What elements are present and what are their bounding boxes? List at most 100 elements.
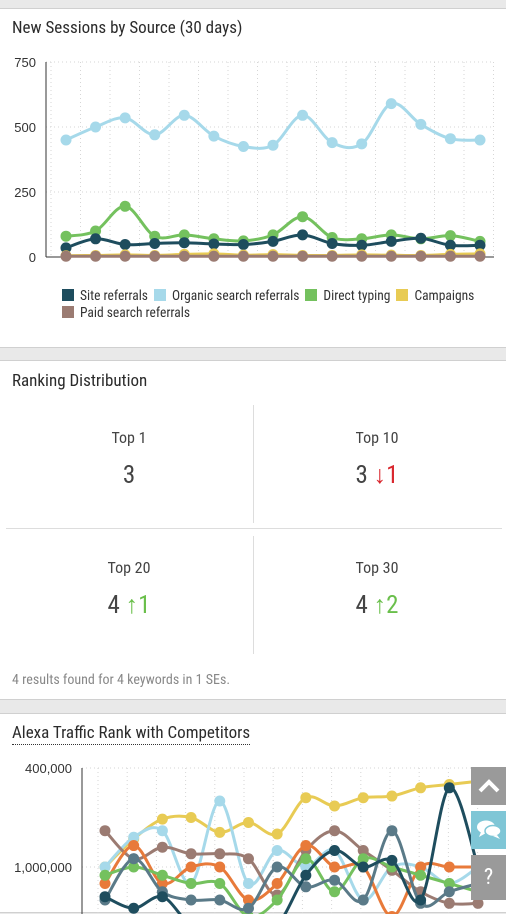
help-button[interactable]: ? <box>471 855 506 900</box>
data-point[interactable] <box>128 902 140 914</box>
data-point[interactable] <box>415 782 427 794</box>
legend-item[interactable]: Paid search referrals <box>62 305 190 322</box>
data-point[interactable] <box>300 869 312 881</box>
data-point[interactable] <box>356 250 368 262</box>
data-point[interactable] <box>415 894 427 906</box>
data-point[interactable] <box>297 229 309 241</box>
data-point[interactable] <box>185 861 197 873</box>
data-point[interactable] <box>385 250 397 262</box>
data-point[interactable] <box>242 902 254 914</box>
data-point[interactable] <box>474 250 486 262</box>
data-point[interactable] <box>385 98 397 110</box>
legend-item[interactable]: Organic search referrals <box>153 288 299 305</box>
data-point[interactable] <box>386 825 398 837</box>
data-point[interactable] <box>444 230 456 242</box>
data-point[interactable] <box>60 134 72 146</box>
data-point[interactable] <box>90 250 102 262</box>
data-point[interactable] <box>357 861 369 873</box>
data-point[interactable] <box>99 861 111 873</box>
data-point[interactable] <box>185 812 197 823</box>
data-point[interactable] <box>443 782 455 794</box>
data-point[interactable] <box>185 894 197 906</box>
data-point[interactable] <box>356 138 368 150</box>
legend-item[interactable]: Campaigns <box>396 288 474 305</box>
data-point[interactable] <box>271 861 283 873</box>
data-point[interactable] <box>60 250 72 262</box>
data-point[interactable] <box>119 200 131 212</box>
data-point[interactable] <box>156 841 168 853</box>
data-point[interactable] <box>214 848 226 860</box>
data-point[interactable] <box>60 242 72 254</box>
scroll-top-button[interactable] <box>471 767 506 805</box>
data-point[interactable] <box>242 816 254 828</box>
data-point[interactable] <box>271 878 283 889</box>
data-point[interactable] <box>474 134 486 146</box>
data-point[interactable] <box>329 825 341 837</box>
data-point[interactable] <box>99 891 111 903</box>
data-point[interactable] <box>90 121 102 133</box>
data-point[interactable] <box>271 828 283 840</box>
data-point[interactable] <box>214 826 226 838</box>
data-point[interactable] <box>156 825 168 837</box>
data-point[interactable] <box>149 237 161 249</box>
data-point[interactable] <box>415 118 427 130</box>
data-point[interactable] <box>156 878 168 889</box>
data-point[interactable] <box>128 853 140 865</box>
data-point[interactable] <box>208 238 220 250</box>
data-point[interactable] <box>444 239 456 251</box>
data-point[interactable] <box>415 861 427 873</box>
data-point[interactable] <box>443 861 455 873</box>
data-point[interactable] <box>300 853 312 865</box>
data-point[interactable] <box>329 886 341 898</box>
data-point[interactable] <box>128 831 140 843</box>
data-point[interactable] <box>242 878 254 889</box>
data-point[interactable] <box>185 848 197 860</box>
data-point[interactable] <box>178 229 190 241</box>
data-point[interactable] <box>149 129 161 141</box>
data-point[interactable] <box>329 800 341 812</box>
data-point[interactable] <box>99 825 111 837</box>
data-point[interactable] <box>300 792 312 804</box>
data-point[interactable] <box>128 861 140 873</box>
data-point[interactable] <box>214 861 226 873</box>
data-point[interactable] <box>128 840 140 852</box>
data-point[interactable] <box>385 235 397 247</box>
data-point[interactable] <box>237 250 249 262</box>
data-point[interactable] <box>357 853 369 865</box>
data-point[interactable] <box>178 250 190 262</box>
data-point[interactable] <box>415 232 427 244</box>
data-point[interactable] <box>271 894 283 906</box>
data-point[interactable] <box>99 878 111 889</box>
data-point[interactable] <box>178 109 190 121</box>
data-point[interactable] <box>178 237 190 249</box>
data-point[interactable] <box>237 141 249 152</box>
data-point[interactable] <box>267 139 279 151</box>
data-point[interactable] <box>156 869 168 881</box>
data-point[interactable] <box>356 239 368 251</box>
alexa-title[interactable]: Alexa Traffic Rank with Competitors <box>12 723 251 745</box>
data-point[interactable] <box>119 112 131 124</box>
data-point[interactable] <box>90 233 102 245</box>
data-point[interactable] <box>90 225 102 237</box>
chat-button[interactable] <box>471 811 506 849</box>
data-point[interactable] <box>156 813 168 825</box>
data-point[interactable] <box>329 845 341 856</box>
data-point[interactable] <box>357 894 369 906</box>
data-point[interactable] <box>99 869 111 881</box>
data-point[interactable] <box>297 250 309 262</box>
data-point[interactable] <box>208 250 220 262</box>
data-point[interactable] <box>149 250 161 262</box>
data-point[interactable] <box>119 239 131 251</box>
data-point[interactable] <box>329 861 341 873</box>
data-point[interactable] <box>444 250 456 262</box>
data-point[interactable] <box>443 897 455 909</box>
data-point[interactable] <box>357 845 369 856</box>
data-point[interactable] <box>415 869 427 881</box>
data-point[interactable] <box>267 250 279 262</box>
data-point[interactable] <box>300 881 312 893</box>
data-point[interactable] <box>214 878 226 889</box>
data-point[interactable] <box>357 792 369 804</box>
data-point[interactable] <box>156 891 168 903</box>
legend-item[interactable]: Site referrals <box>62 288 148 305</box>
data-point[interactable] <box>326 137 338 149</box>
